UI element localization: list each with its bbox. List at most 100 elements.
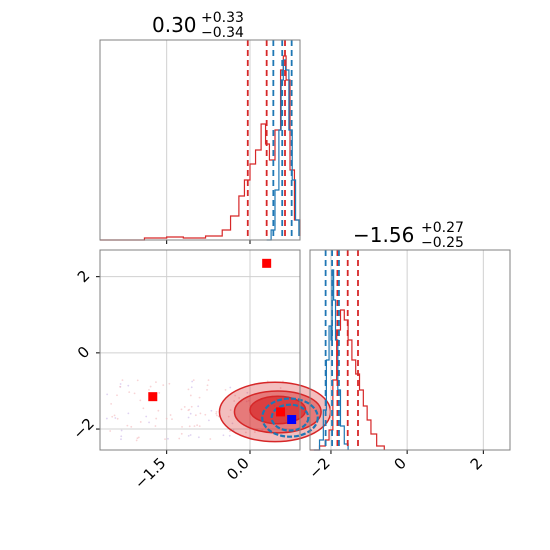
scatter-2d-panel xyxy=(96,249,332,454)
sample-point xyxy=(165,417,168,420)
sample-point xyxy=(169,414,172,416)
sample-point xyxy=(210,409,213,412)
title-param-2-plus: +0.27 xyxy=(421,220,464,236)
histogram-param-2-panel xyxy=(309,249,511,454)
sample-point xyxy=(135,439,138,442)
marker-blue xyxy=(287,415,297,425)
sample-point xyxy=(142,407,145,410)
sample-point xyxy=(191,380,194,383)
hist-param-1-blue xyxy=(266,59,300,241)
sample-point xyxy=(136,437,139,440)
sample-point xyxy=(105,417,108,420)
sample-point xyxy=(139,399,142,402)
x-tick-label-param-2-0: −2 xyxy=(305,454,333,482)
sample-point xyxy=(253,431,256,434)
sample-point xyxy=(149,385,152,388)
histogram-param-2-frame xyxy=(309,249,511,451)
sample-point xyxy=(111,415,114,418)
marker-red-0 xyxy=(262,258,272,268)
sample-point xyxy=(145,415,148,418)
sample-point xyxy=(164,438,166,441)
sample-point xyxy=(128,391,131,394)
sample-point xyxy=(116,394,118,397)
sample-point xyxy=(224,389,227,391)
sample-point xyxy=(197,405,200,408)
sample-point xyxy=(228,434,231,437)
sample-point xyxy=(119,385,122,388)
sample-point xyxy=(189,412,192,415)
sample-point xyxy=(207,419,210,422)
sample-point xyxy=(106,393,109,396)
title-param-2: −1.56 +0.27 −0.25 xyxy=(353,220,464,251)
sample-point xyxy=(187,434,190,437)
sample-point xyxy=(109,430,112,432)
sample-point xyxy=(139,421,142,423)
sample-point xyxy=(155,381,157,384)
contour-blue-1 xyxy=(270,403,310,432)
sample-point xyxy=(127,412,130,415)
sample-point xyxy=(114,417,117,419)
sample-point xyxy=(222,434,225,437)
sample-point xyxy=(171,418,173,421)
y-tick-label-param-2-0: −2 xyxy=(69,415,97,443)
sample-point xyxy=(116,417,119,420)
sample-point xyxy=(193,425,196,427)
sample-point xyxy=(245,400,248,403)
sample-point xyxy=(180,408,183,411)
sample-point xyxy=(187,416,190,419)
sample-point xyxy=(162,384,165,387)
sample-point xyxy=(194,414,197,417)
sample-point xyxy=(197,436,200,439)
sample-point xyxy=(248,399,250,402)
sample-point xyxy=(234,394,237,397)
contour-blue-0 xyxy=(261,397,319,438)
sample-point xyxy=(206,384,209,387)
sample-point xyxy=(198,396,201,399)
sample-point xyxy=(190,386,193,389)
y-tick-label-param-2-1: 0 xyxy=(74,343,93,362)
sample-point xyxy=(127,384,130,387)
sample-point xyxy=(233,400,236,402)
sample-point xyxy=(158,391,161,394)
sample-point xyxy=(229,386,232,389)
sample-point xyxy=(168,382,171,385)
title-param-1-plus: +0.33 xyxy=(201,10,244,26)
sample-point xyxy=(120,435,123,438)
sample-point xyxy=(229,430,231,432)
sample-point xyxy=(154,425,157,427)
sample-point xyxy=(180,432,183,435)
sample-point xyxy=(229,409,232,411)
sample-point xyxy=(261,428,264,431)
marker-red-2 xyxy=(276,407,286,417)
sample-point xyxy=(120,438,122,441)
histogram-param-1-frame xyxy=(99,39,301,241)
tick-labels: −1.5 0.0 −2 0 2 −2 0 2 xyxy=(69,267,486,493)
y-tick-label-param-2-2: 2 xyxy=(74,267,93,286)
title-param-1: 0.30 +0.33 −0.34 xyxy=(152,10,244,41)
sample-point xyxy=(190,405,193,408)
sample-point xyxy=(187,388,190,391)
sample-point xyxy=(113,414,116,417)
marker-red-1 xyxy=(148,392,158,402)
sample-point xyxy=(245,431,247,434)
sample-point xyxy=(196,424,199,427)
title-param-2-minus: −0.25 xyxy=(421,235,464,251)
title-param-1-minus: −0.34 xyxy=(201,25,244,41)
title-param-1-median: 0.30 xyxy=(152,13,197,37)
sample-point xyxy=(279,387,282,389)
sample-point xyxy=(192,379,195,382)
sample-point xyxy=(207,379,210,382)
sample-point xyxy=(178,437,181,440)
sample-point xyxy=(198,425,201,428)
hist-param-1-red xyxy=(100,55,301,241)
sample-point xyxy=(120,429,123,432)
sample-point xyxy=(110,402,113,405)
x-tick-label-param-2-2: 2 xyxy=(467,454,486,473)
sample-point xyxy=(231,422,234,425)
sample-point xyxy=(130,425,133,428)
sample-point xyxy=(167,437,169,440)
sample-point xyxy=(238,397,241,399)
sample-point xyxy=(121,379,124,381)
x-tick-label-param-1-0: −1.5 xyxy=(131,454,169,492)
